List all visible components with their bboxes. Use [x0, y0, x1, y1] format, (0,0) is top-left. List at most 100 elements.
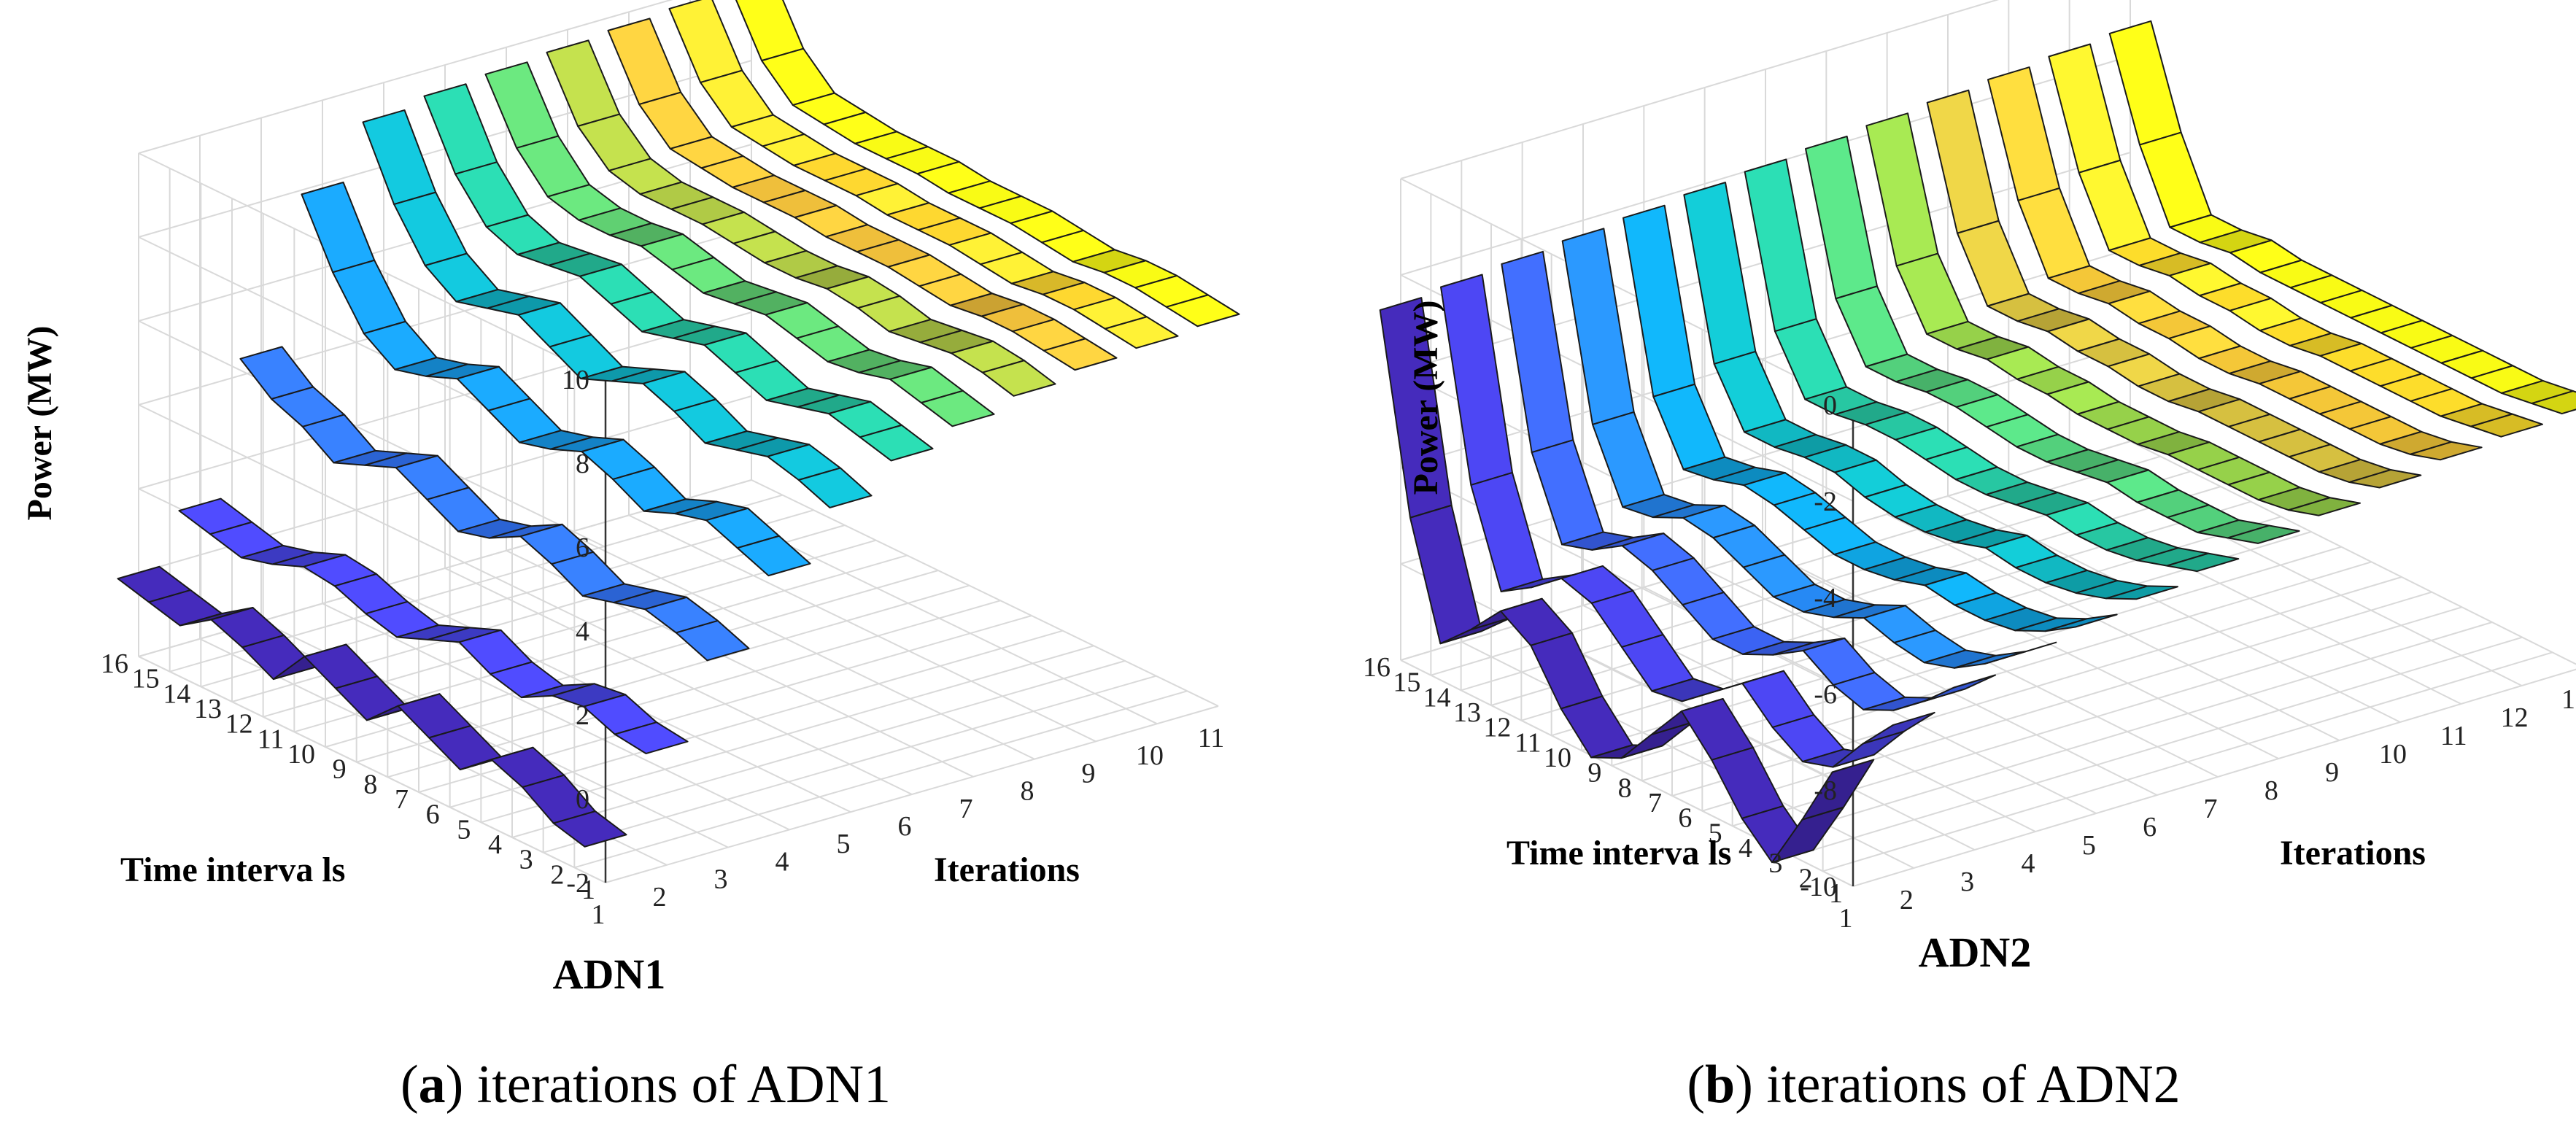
time-tick-label: 11 [1515, 727, 1542, 758]
floor-grid-line [543, 675, 1156, 853]
z-tick-label: -10 [1800, 872, 1837, 902]
axis-labels: Power (MW) Time interva ls Iterations ADN2 [1407, 301, 2426, 977]
caption-text: iterations of ADN1 [463, 1055, 891, 1115]
wall-grid-line [138, 311, 752, 489]
ribbon-segment [1592, 411, 1665, 508]
iteration-tick-label: 5 [837, 829, 851, 859]
time-tick-label: 3 [1768, 848, 1782, 879]
ribbon-iteration-8 [546, 39, 1056, 397]
time-tick-label: 16 [1363, 652, 1391, 683]
z-tick-label: 0 [1823, 390, 1837, 421]
ribbon-segment [301, 181, 376, 274]
ribbon-segment [607, 18, 682, 106]
wall-grid-line [138, 320, 606, 548]
ribbon-segment [2139, 131, 2212, 228]
floor-grid-line [1704, 568, 2158, 796]
ribbon-segment [1440, 274, 1513, 486]
wall-grid-line [1400, 0, 2000, 179]
ribbon-segment [2470, 413, 2543, 438]
ribbon-segment [1895, 252, 1969, 335]
ribbon-iteration-3 [1501, 250, 1996, 711]
ribbon-segment [1923, 674, 1996, 702]
ribbons [117, 0, 1240, 848]
time-tick-label: 5 [457, 814, 471, 845]
ribbon-segment [2017, 187, 2091, 279]
floor-grid-line [1671, 576, 2402, 797]
ribbon-segment [1987, 66, 2060, 201]
ribbon-segment [2048, 43, 2121, 174]
iteration-tick-label: 7 [2204, 794, 2218, 824]
ribbon-iteration-10 [1926, 89, 2422, 489]
time-tick-label: 8 [1618, 772, 1632, 803]
ribbon-segment [2227, 524, 2300, 544]
iteration-tick-label: 11 [1198, 723, 1225, 754]
iteration-tick-label: 8 [1021, 776, 1034, 807]
z-axis-label: Power (MW) [1407, 301, 1445, 495]
panel-adn1: -2 0 2 4 6 8 10 1 2 3 4 5 6 7 8 9 10 11 1 2 3 4 5 6 7 8 9 10 11 12 13 1… [20, 0, 1240, 1115]
ribbon-segment [668, 0, 743, 84]
time-tick-label: 2 [550, 859, 564, 890]
floor-grid-line [322, 603, 790, 831]
ribbon-segment [2044, 613, 2118, 632]
iteration-tick-label: 4 [775, 846, 789, 877]
ribbon-segment [1652, 383, 1726, 470]
ribbon-iteration-2 [178, 497, 689, 755]
ribbon-segment [736, 535, 811, 577]
time-tick-label: 3 [519, 845, 533, 875]
iteration-tick-label: 9 [1082, 758, 1096, 789]
z-tick-label: -4 [1814, 583, 1837, 613]
ribbon-segment [362, 109, 437, 206]
ribbon-segment [2108, 20, 2182, 146]
chart-adn1: -202468101234567891011123456789101112131… [20, 0, 1240, 998]
ribbon-segment [2166, 552, 2240, 573]
wall-grid-line [138, 404, 606, 632]
ribbon-iteration-6 [423, 83, 934, 462]
ribbon-segment [614, 721, 689, 755]
floor-grid-line [444, 568, 913, 795]
time-tick-label: 6 [426, 799, 440, 830]
ribbon-iteration-11 [1987, 66, 2483, 461]
time-tick-label: 16 [101, 648, 128, 679]
ribbon-segment [1530, 632, 1604, 710]
time-tick-label: 1 [581, 875, 595, 905]
floor-grid-line [574, 690, 1188, 869]
wall-grid-line [138, 228, 752, 406]
ribbon-segment [1805, 135, 1878, 300]
ribbon-iteration-5 [362, 109, 873, 508]
floor-grid-line [1762, 621, 2493, 842]
ribbon-segment [2078, 159, 2151, 252]
chart-adn2: -10-8-6-4-201234567891011121312345678910… [1363, 0, 2576, 977]
floor-grid-line [2130, 441, 2576, 665]
ribbon-iteration-5 [1622, 204, 2118, 632]
time-tick-label: 11 [258, 724, 285, 754]
ribbon-segment [920, 390, 995, 427]
floor-grid-line [1947, 495, 2401, 723]
tick-labels: -202468101234567891011123456789101112131… [101, 365, 1224, 930]
wall-grid-line [138, 0, 673, 154]
tick-labels: -10-8-6-4-201234567891011121312345678910… [1363, 390, 2576, 934]
ribbon-segment [1683, 182, 1757, 365]
wall-grid-line [1400, 563, 1854, 791]
iteration-tick-label: 13 [2561, 684, 2576, 715]
floor-grid-line [1792, 636, 2523, 857]
iteration-tick-label: 3 [714, 864, 728, 895]
ribbon-segment [2288, 497, 2361, 516]
iteration-tick-label: 3 [1960, 867, 1974, 897]
ribbon-segment [2409, 441, 2483, 461]
floor-grid-line [1522, 623, 1976, 851]
time-tick-label: 7 [395, 784, 409, 815]
floor-grid-line [605, 705, 1219, 883]
floor-grid-line [1822, 651, 2553, 872]
ribbon-iteration-8 [1805, 135, 2300, 544]
time-tick-label: 13 [1453, 697, 1481, 728]
caption-adn2: (b) iterations of ADN2 [1687, 1055, 2181, 1115]
ribbon-segment [1713, 350, 1787, 433]
z-axis-label: Power (MW) [20, 326, 59, 521]
ribbon-segment [1862, 711, 1935, 745]
iteration-tick-label: 2 [1900, 885, 1914, 915]
floor-grid-line [1702, 591, 2432, 812]
time-tick-label: 14 [163, 678, 190, 709]
iteration-tick-label: 5 [2082, 830, 2096, 861]
ribbon-segment [1865, 112, 1939, 267]
ribbon-iteration-9 [607, 18, 1118, 371]
